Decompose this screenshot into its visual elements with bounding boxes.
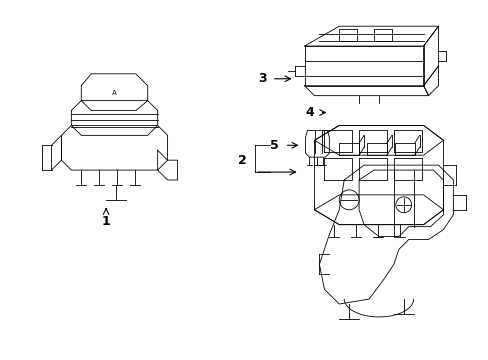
Text: 3: 3 (258, 72, 266, 85)
Text: A: A (111, 90, 116, 96)
Text: 2: 2 (237, 154, 246, 167)
Text: 5: 5 (270, 139, 279, 152)
Text: 1: 1 (102, 215, 110, 228)
Text: 4: 4 (305, 106, 313, 119)
